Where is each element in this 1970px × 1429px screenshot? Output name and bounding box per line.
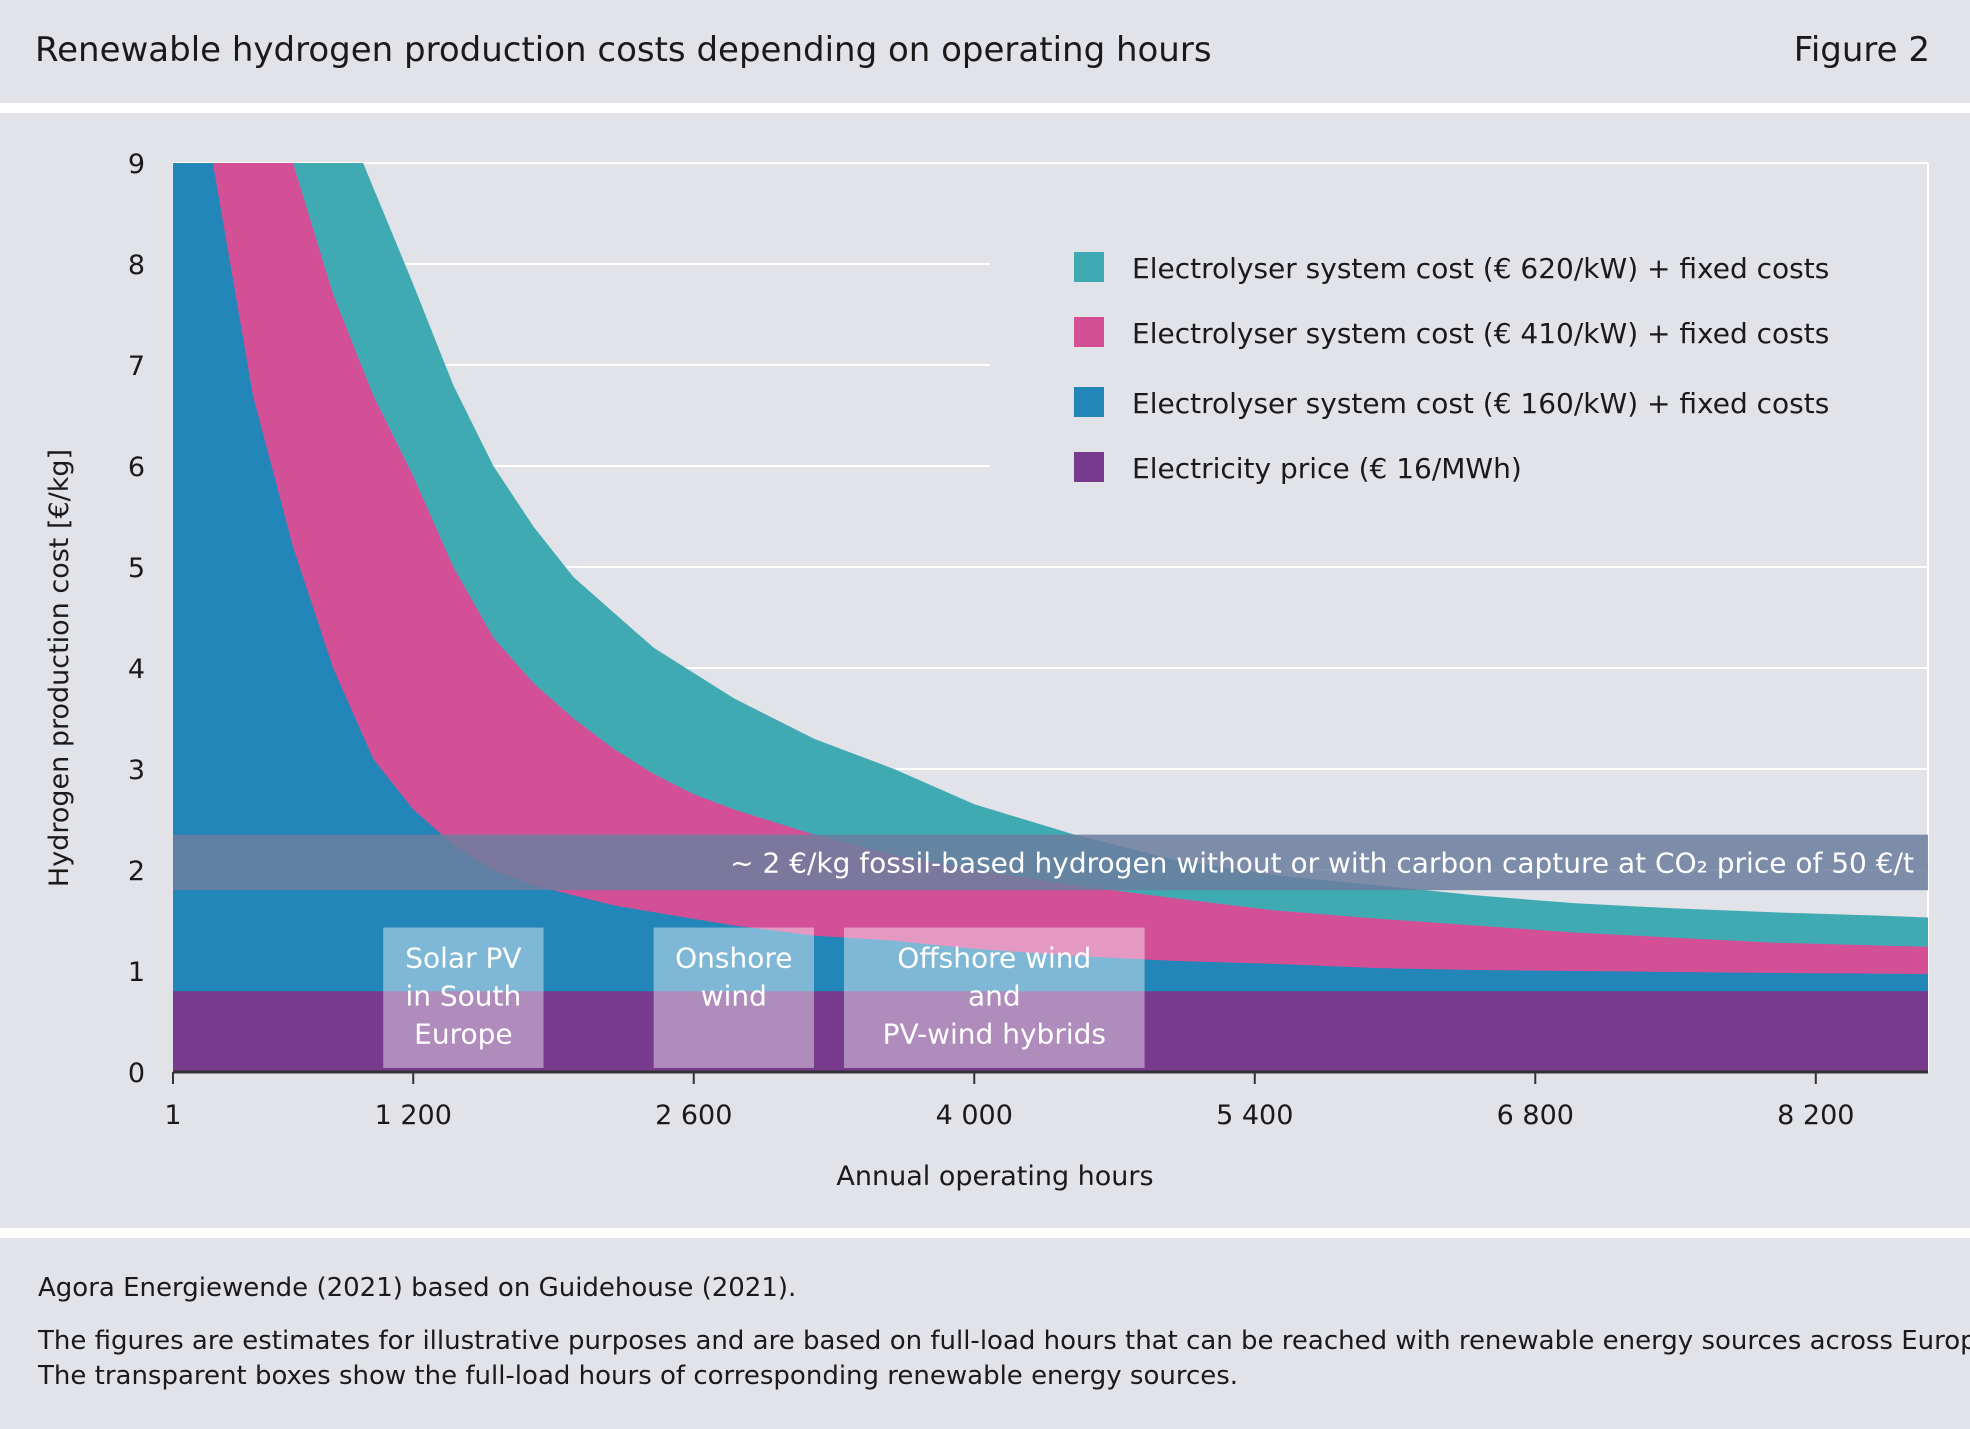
- y-tick-label: 9: [128, 149, 145, 180]
- legend-swatch: [1074, 252, 1104, 282]
- fossil-band-label: ~ 2 €/kg fossil-based hydrogen without o…: [730, 846, 1914, 879]
- x-tick-label: 1 200: [375, 1100, 452, 1131]
- axes: Annual operating hours Hydrogen producti…: [44, 149, 1928, 1192]
- y-tick-label: 1: [128, 957, 145, 988]
- footnote-line: The figures are estimates for illustrati…: [38, 1326, 1970, 1356]
- fossil-band: [173, 834, 1928, 891]
- x-tick-label: 2 600: [655, 1100, 732, 1131]
- footnote-line: The transparent boxes show the full-load…: [38, 1361, 1239, 1391]
- legend: Electrolyser system cost (€ 620/kW) + fi…: [1074, 252, 1829, 485]
- source-text: Agora Energiewende (2021) based on Guide…: [38, 1273, 797, 1303]
- legend-swatch: [1074, 387, 1104, 417]
- area-series: [173, 991, 1928, 1072]
- x-tick-label: 8 200: [1777, 1100, 1854, 1131]
- resource-box-offshore: [844, 927, 1145, 1068]
- legend-label: Electrolyser system cost (€ 620/kW) + fi…: [1132, 252, 1829, 285]
- legend-swatch: [1074, 452, 1104, 482]
- footnote: The figures are estimates for illustrati…: [38, 1324, 1970, 1394]
- x-axis-label: Annual operating hours: [836, 1161, 1153, 1192]
- chart-title: Renewable hydrogen production costs depe…: [35, 30, 1212, 70]
- y-tick-label: 0: [128, 1058, 145, 1089]
- resource-box-label: Onshore: [675, 942, 792, 975]
- x-tick-label: 4 000: [936, 1100, 1013, 1131]
- y-tick-label: 2: [128, 856, 145, 887]
- resource-box-label: in South: [405, 980, 521, 1013]
- legend-label: Electrolyser system cost (€ 160/kW) + fi…: [1132, 387, 1829, 420]
- legend-label: Electricity price (€ 16/MWh): [1132, 452, 1522, 485]
- resource-box-label: Offshore wind: [897, 942, 1091, 975]
- chart-panel: ~ 2 €/kg fossil-based hydrogen without o…: [0, 113, 1970, 1228]
- header-bar: Renewable hydrogen production costs depe…: [0, 0, 1970, 103]
- resource-box-label: PV-wind hybrids: [883, 1018, 1106, 1051]
- y-tick-label: 6: [128, 452, 145, 483]
- figure-label: Figure 2: [1793, 30, 1930, 70]
- legend-swatch: [1074, 317, 1104, 347]
- cost-area-chart: ~ 2 €/kg fossil-based hydrogen without o…: [44, 149, 1929, 1192]
- x-tick-label: 6 800: [1497, 1100, 1574, 1131]
- footer-panel: Agora Energiewende (2021) based on Guide…: [0, 1238, 1970, 1429]
- resource-box-label: and: [968, 980, 1021, 1013]
- resource-box-onshore: [653, 927, 814, 1068]
- y-axis-label: Hydrogen production cost [€/kg]: [44, 449, 75, 887]
- y-tick-label: 4: [128, 654, 145, 685]
- legend-label: Electrolyser system cost (€ 410/kW) + fi…: [1132, 317, 1829, 350]
- x-tick-label: 5 400: [1216, 1100, 1293, 1131]
- resource-box-label: Solar PV: [405, 942, 521, 975]
- x-tick-label: 1: [164, 1100, 181, 1131]
- y-tick-label: 8: [128, 250, 145, 281]
- y-tick-label: 5: [128, 553, 145, 584]
- resource-box-label: Europe: [414, 1018, 512, 1051]
- y-tick-label: 3: [128, 755, 145, 786]
- area-series: [173, 163, 1928, 1072]
- annotations: ~ 2 €/kg fossil-based hydrogen without o…: [173, 834, 1928, 1068]
- resource-box-label: wind: [701, 980, 767, 1013]
- resource-box-solar: [383, 927, 544, 1068]
- y-tick-label: 7: [128, 351, 145, 382]
